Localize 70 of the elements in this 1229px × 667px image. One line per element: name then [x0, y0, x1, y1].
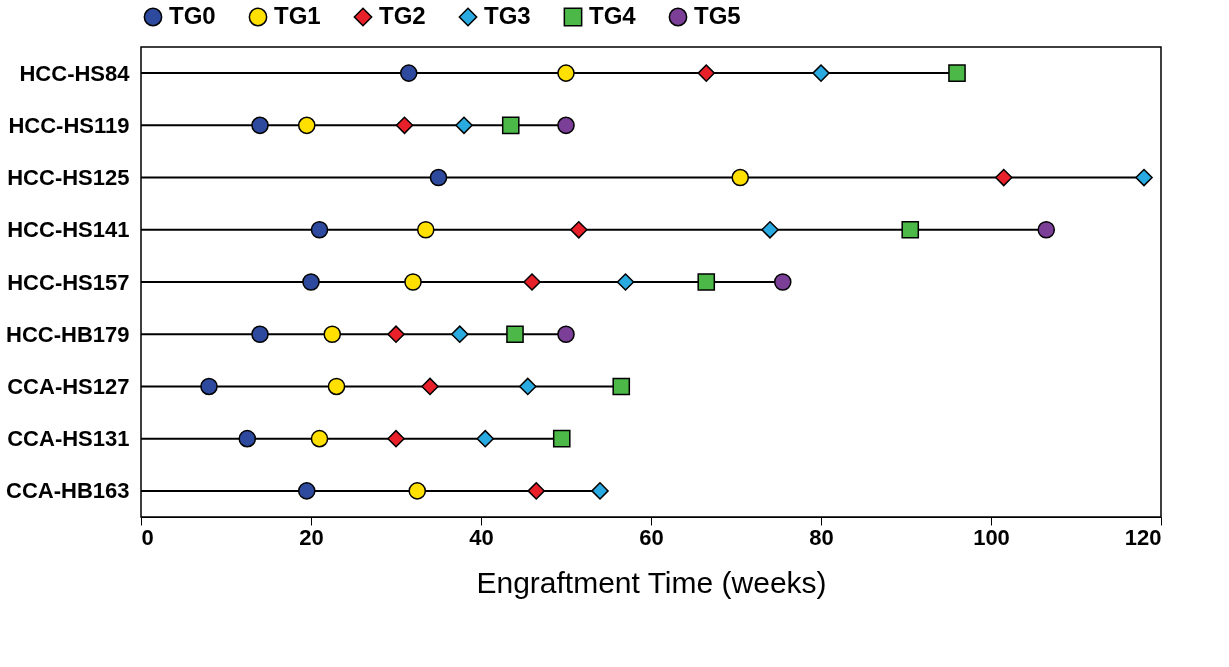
y-tick-label: CCA-HS131: [7, 426, 130, 452]
point: [557, 325, 575, 344]
legend-label: TG4: [589, 2, 637, 29]
x-tick-label: 80: [809, 524, 834, 550]
point: [408, 482, 427, 500]
y-tick-label: HCC-HS141: [7, 217, 130, 243]
x-tick-label: 100: [973, 524, 1010, 550]
point: [616, 273, 635, 291]
point: [429, 168, 448, 187]
point: [327, 377, 346, 396]
point: [416, 220, 435, 239]
x-tick-label: 60: [639, 524, 664, 550]
legend-label: TG3: [484, 2, 531, 29]
y-tick-label: HCC-HS125: [7, 165, 130, 191]
point: [1135, 168, 1153, 187]
point: [387, 429, 405, 448]
x-tick-label: 40: [469, 524, 494, 550]
point: [251, 116, 269, 135]
point: [731, 168, 750, 187]
point: [591, 482, 609, 500]
point: [297, 482, 316, 500]
point: [387, 325, 405, 344]
point: [297, 116, 316, 135]
point: [761, 220, 779, 239]
point: [557, 64, 575, 82]
point: [901, 220, 920, 239]
y-tick-label: HCC-HB179: [6, 321, 130, 347]
point: [310, 220, 329, 239]
point: [323, 325, 342, 344]
point: [773, 273, 792, 291]
y-tick-label: HCC-HS157: [7, 269, 130, 295]
point: [421, 377, 439, 396]
point: [399, 64, 418, 82]
point: [476, 429, 495, 448]
point: [302, 273, 320, 291]
point: [1037, 220, 1056, 239]
point: [552, 429, 571, 448]
point: [994, 168, 1013, 187]
y-tick-label: HCC-HS84: [19, 60, 131, 86]
x-axis-title: Engraftment Time (weeks): [476, 565, 827, 599]
point: [518, 377, 537, 396]
x-tick-label: 0: [141, 524, 154, 550]
y-tick-label: CCA-HB163: [6, 478, 130, 504]
point: [200, 377, 218, 396]
legend-label: TG1: [274, 2, 321, 29]
legend-label: TG2: [379, 2, 426, 29]
point: [506, 325, 524, 344]
point: [523, 273, 541, 291]
point: [251, 325, 269, 344]
legend-label: TG0: [169, 2, 216, 29]
point: [238, 429, 257, 448]
point: [404, 273, 422, 291]
point: [455, 116, 473, 135]
y-tick-label: HCC-HS119: [8, 112, 130, 138]
legend-label: TG5: [694, 2, 741, 29]
point: [395, 116, 414, 135]
point: [697, 64, 716, 82]
y-tick-label: CCA-HS127: [7, 373, 130, 399]
point: [450, 325, 469, 344]
point: [527, 482, 546, 500]
point: [948, 64, 966, 82]
x-tick-label: 20: [299, 524, 324, 550]
point: [501, 116, 520, 135]
x-tick-label: 120: [1124, 524, 1162, 550]
point: [812, 64, 830, 82]
point: [310, 429, 329, 448]
point: [697, 273, 716, 291]
point: [612, 377, 631, 396]
point: [557, 116, 575, 135]
point: [569, 220, 588, 239]
